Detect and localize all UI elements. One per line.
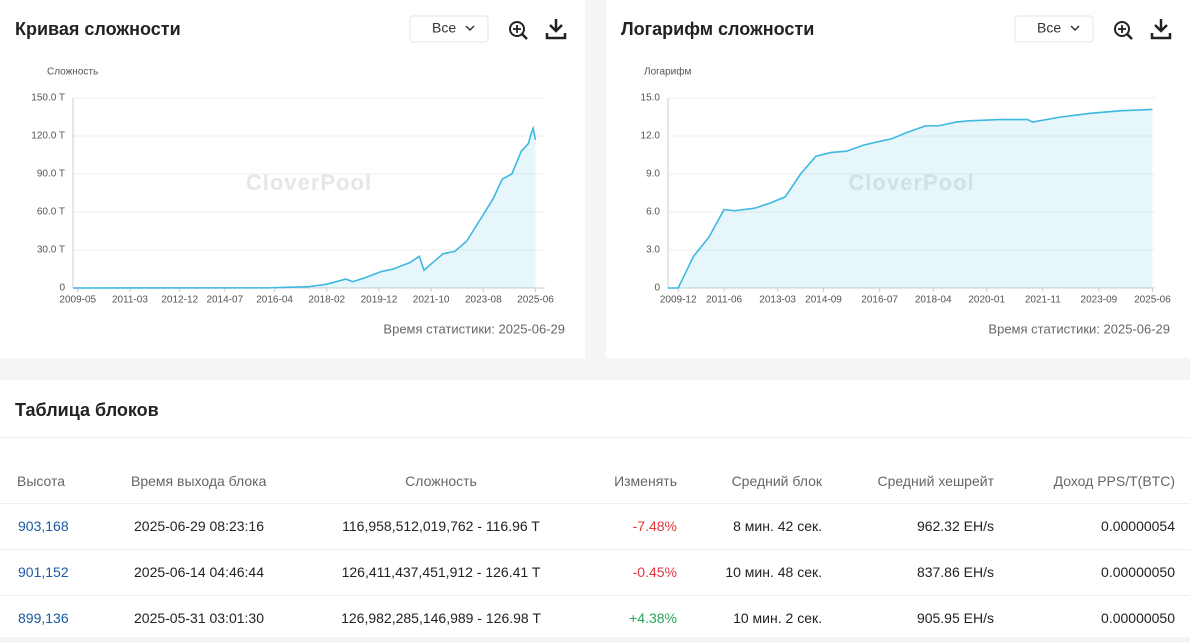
table-cell: 116,958,512,019,762 - 116.96 T <box>342 518 540 534</box>
watermark: CloverPool <box>246 170 372 195</box>
filter-label: Все <box>1037 20 1061 36</box>
download-icon[interactable] <box>545 19 567 40</box>
table-cell: 837.86 EH/s <box>916 564 994 580</box>
y-tick-label: 30.0 T <box>37 245 65 256</box>
line <box>668 108 1153 289</box>
table-cell: 2025-06-29 08:23:16 <box>134 518 264 534</box>
footnote: Время статистики: 2025-06-29 <box>383 321 565 336</box>
x-tick-label: 2021-11 <box>1025 295 1061 306</box>
x-tick-label: 2016-04 <box>256 295 293 306</box>
height-link[interactable]: 903,168 <box>18 518 69 534</box>
filter-label: Все <box>432 20 456 36</box>
chart-title: Логарифм сложности <box>621 19 814 39</box>
table-title: Таблица блоков <box>15 400 159 420</box>
x-tick-label: 2023-09 <box>1081 295 1118 306</box>
chart-card: Кривая сложности Все Сложность 0 30.0 T 60.0 … <box>0 0 585 358</box>
y-tick-label: 60.0 T <box>37 207 65 218</box>
line <box>72 125 537 289</box>
table-cell: 2025-06-14 04:46:44 <box>134 564 264 580</box>
chart: Логарифм сложности Все Логарифм 0 3.0 6.0 9.0 1… <box>621 15 1172 336</box>
table-cell: 8 мин. 42 сек. <box>733 518 822 534</box>
y-tick-label: 3.0 <box>646 245 660 256</box>
divider <box>0 503 1190 504</box>
x-tick-label: 2025-06 <box>517 295 554 306</box>
zoom-icon[interactable] <box>1114 21 1133 40</box>
download-icon[interactable] <box>1150 19 1172 40</box>
table-cell: 126,411,437,451,912 - 126.41 T <box>341 564 541 580</box>
table-cell: +4.38% <box>629 610 677 626</box>
x-tick-label: 2016-07 <box>861 295 898 306</box>
dropdown-arrow <box>465 25 475 32</box>
table-cell: 10 мин. 2 сек. <box>733 610 822 626</box>
dropdown-arrow <box>1070 25 1080 32</box>
table-cell: -0.45% <box>632 564 677 580</box>
y-axis-label: Сложность <box>47 67 98 78</box>
table-cell: 0.00000050 <box>1101 564 1175 580</box>
filter-dropdown[interactable] <box>409 15 489 43</box>
table-cell: 2025-05-31 03:01:30 <box>134 610 264 626</box>
column-header: Высота <box>17 473 66 489</box>
y-tick-label: 0 <box>59 283 65 294</box>
x-tick-label: 2013-03 <box>759 295 796 306</box>
x-tick-label: 2009-05 <box>59 295 96 306</box>
footnote: Время статистики: 2025-06-29 <box>988 321 1170 336</box>
x-tick-label: 2025-06 <box>1134 295 1171 306</box>
x-tick-label: 2019-12 <box>361 295 398 306</box>
y-tick-label: 9.0 <box>646 169 660 180</box>
area <box>668 109 1153 289</box>
y-tick-label: 6.0 <box>646 207 660 218</box>
x-tick-label: 2023-08 <box>465 295 502 306</box>
x-tick-label: 2014-07 <box>206 295 243 306</box>
x-tick-label: 2011-03 <box>112 295 148 306</box>
table-cell: 0.00000050 <box>1101 610 1175 626</box>
y-tick-label: 0 <box>654 283 660 294</box>
column-header: Средний блок <box>731 473 822 489</box>
y-tick-label: 12.0 <box>641 131 661 142</box>
watermark: CloverPool <box>848 170 974 195</box>
x-tick-label: 2018-04 <box>915 295 952 306</box>
height-link[interactable]: 899,136 <box>18 610 69 626</box>
y-tick-label: 90.0 T <box>37 169 65 180</box>
divider <box>0 437 1190 438</box>
y-tick-label: 15.0 <box>641 93 661 104</box>
column-header: Время выхода блока <box>131 473 267 489</box>
table-cell: 0.00000054 <box>1101 518 1175 534</box>
divider <box>0 595 1190 596</box>
column-header: Средний хешрейт <box>877 473 994 489</box>
block-table: Таблица блоков Высота Время выхода блока Сл… <box>0 380 1190 642</box>
table-cell: -7.48% <box>632 518 677 534</box>
chart: Кривая сложности Все Сложность 0 30.0 T 60.0 … <box>15 15 567 336</box>
area <box>73 128 536 288</box>
x-tick-label: 2021-10 <box>413 295 450 306</box>
column-header: Сложность <box>405 473 477 489</box>
x-tick-label: 2011-06 <box>706 295 742 306</box>
zoom-icon[interactable] <box>509 21 528 40</box>
height-link[interactable]: 901,152 <box>18 564 69 580</box>
chart-title: Кривая сложности <box>15 19 181 39</box>
filter-dropdown[interactable] <box>1014 15 1094 43</box>
column-header: Доход PPS/T(BTC) <box>1053 473 1175 489</box>
x-tick-label: 2009-12 <box>660 295 697 306</box>
y-axis-label: Логарифм <box>644 66 691 78</box>
x-tick-label: 2012-12 <box>161 295 198 306</box>
divider <box>0 549 1190 550</box>
table-cell: 905.95 EH/s <box>916 610 994 626</box>
y-tick-label: 150.0 T <box>31 93 65 104</box>
table-cell: 962.32 EH/s <box>916 518 994 534</box>
x-tick-label: 2014-09 <box>805 295 842 306</box>
x-tick-label: 2018-02 <box>308 295 345 306</box>
column-header: Изменять <box>614 473 677 489</box>
y-tick-label: 120.0 T <box>31 131 65 142</box>
table-cell: 126,982,285,146,989 - 126.98 T <box>341 610 541 626</box>
x-tick-label: 2020-01 <box>968 295 1005 306</box>
table-cell: 10 мин. 48 сек. <box>725 564 822 580</box>
chart-card: Логарифм сложности Все Логарифм 0 3.0 6.0 9.0 1… <box>606 0 1190 358</box>
